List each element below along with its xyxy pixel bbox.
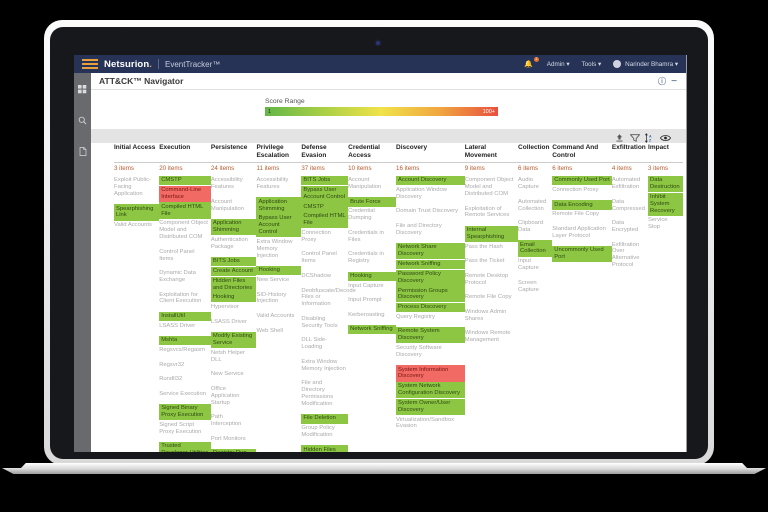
svg-text:A: A (649, 134, 652, 138)
